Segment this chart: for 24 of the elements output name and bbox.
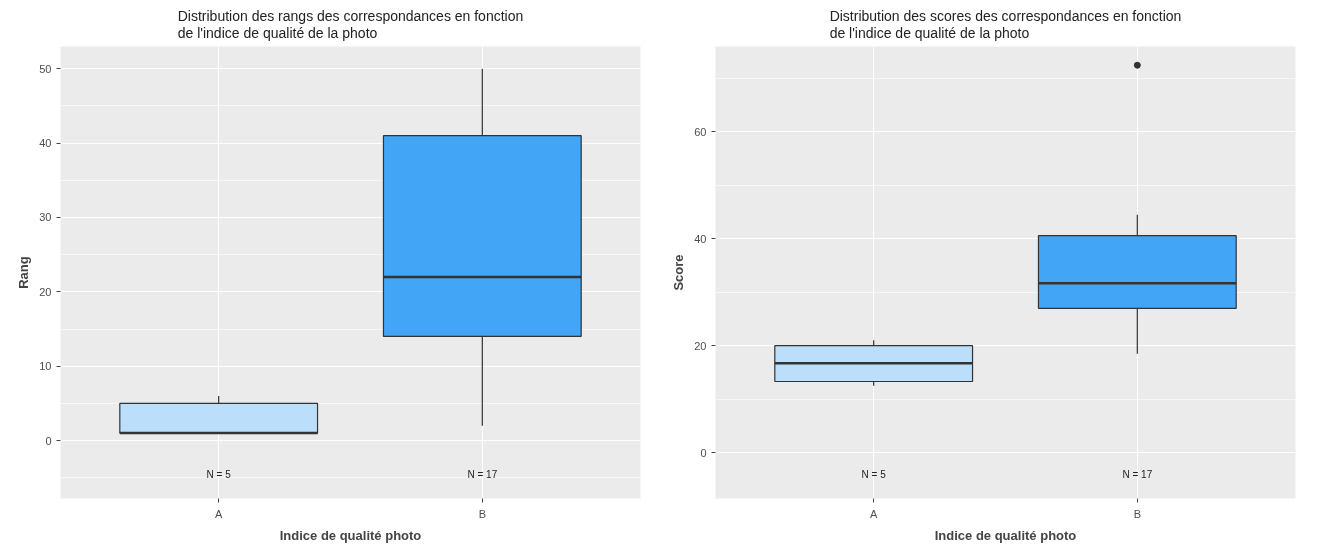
x-axis-title: Indice de qualité photo xyxy=(279,527,422,543)
y-tick-label: 30 xyxy=(39,211,52,224)
x-tick-label: A xyxy=(215,507,224,520)
y-tick-label: 50 xyxy=(39,62,52,75)
y-tick-label: 20 xyxy=(39,285,52,298)
y-tick-label: 0 xyxy=(700,446,707,459)
y-tick-label: 0 xyxy=(45,434,52,447)
y-axis-title: Score xyxy=(671,254,687,291)
y-tick-label: 20 xyxy=(694,339,707,352)
x-axis-title: Indice de qualité photo xyxy=(934,527,1077,543)
y-tick-label: 40 xyxy=(694,232,707,245)
annotation: N = 5 xyxy=(861,469,887,481)
chart-title: Distribution des scores des correspondances en fonction de l'indice de qualité de la photo xyxy=(829,7,1182,42)
x-tick-label: A xyxy=(870,507,879,520)
annotation: N = 5 xyxy=(206,469,232,481)
x-tick-label: B xyxy=(1133,507,1141,520)
chart-title: Distribution des rangs des correspondances en fonction de l'indice de qualité de la photo xyxy=(177,7,524,42)
y-tick-label: 10 xyxy=(39,360,52,373)
annotation: N = 17 xyxy=(467,469,498,481)
annotation: N = 17 xyxy=(1122,469,1153,481)
y-tick-label: 60 xyxy=(694,125,707,138)
y-axis-title: Rang xyxy=(16,256,32,289)
x-tick-label: B xyxy=(478,507,486,520)
y-tick-label: 40 xyxy=(39,137,52,150)
